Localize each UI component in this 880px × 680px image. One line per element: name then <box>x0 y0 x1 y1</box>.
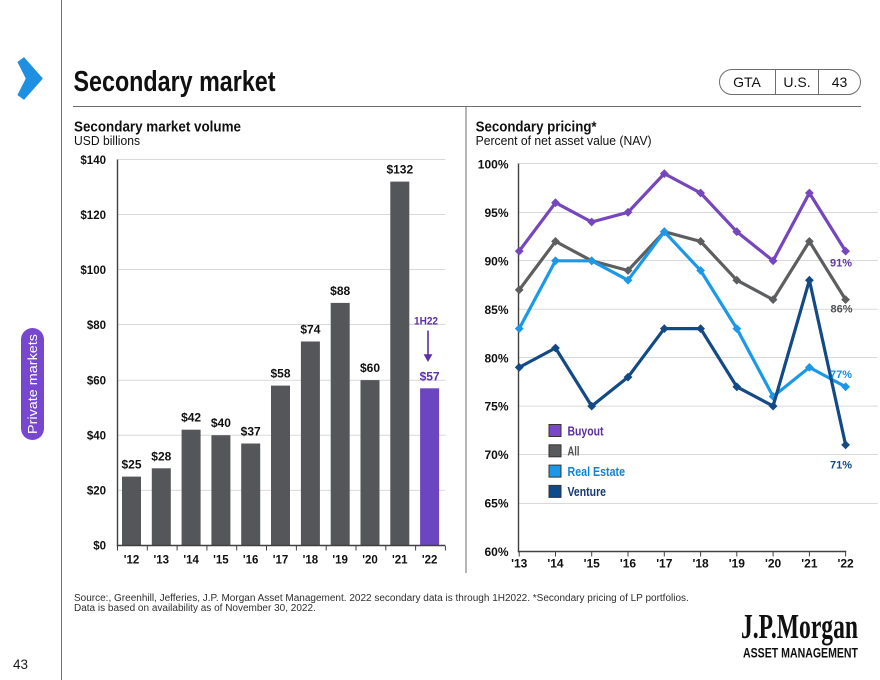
svg-text:'20: '20 <box>362 554 378 566</box>
svg-text:'20: '20 <box>765 556 782 570</box>
svg-text:43: 43 <box>832 74 848 90</box>
svg-text:70%: 70% <box>484 448 508 462</box>
svg-text:J.P.Morgan: J.P.Morgan <box>741 608 858 646</box>
svg-text:85%: 85% <box>484 303 508 317</box>
svg-text:77%: 77% <box>830 369 852 381</box>
svg-text:Private markets: Private markets <box>25 333 40 434</box>
svg-text:Secondary pricing*: Secondary pricing* <box>476 119 597 135</box>
svg-text:80%: 80% <box>484 351 508 365</box>
svg-text:USD billions: USD billions <box>74 133 140 148</box>
svg-text:43: 43 <box>13 657 28 672</box>
svg-text:'22: '22 <box>422 554 438 566</box>
svg-text:60%: 60% <box>484 545 508 559</box>
svg-text:'22: '22 <box>837 556 854 570</box>
svg-text:1H22: 1H22 <box>414 315 438 327</box>
svg-text:$0: $0 <box>93 541 106 553</box>
svg-text:'13: '13 <box>154 554 170 566</box>
svg-text:$40: $40 <box>211 416 231 430</box>
svg-text:'21: '21 <box>801 556 818 570</box>
svg-text:91%: 91% <box>830 257 852 269</box>
svg-text:$88: $88 <box>330 284 350 298</box>
svg-text:'17: '17 <box>273 554 289 566</box>
svg-text:$74: $74 <box>300 323 320 337</box>
svg-text:Venture: Venture <box>568 484 607 499</box>
svg-text:GTA: GTA <box>733 74 761 90</box>
svg-text:100%: 100% <box>478 158 509 172</box>
svg-text:Percent of net asset value (NA: Percent of net asset value (NAV) <box>476 133 652 148</box>
svg-text:$42: $42 <box>181 411 201 425</box>
svg-text:'15: '15 <box>584 556 601 570</box>
svg-text:$140: $140 <box>80 155 106 167</box>
svg-text:$120: $120 <box>80 210 106 222</box>
svg-text:All: All <box>568 444 580 459</box>
svg-text:$80: $80 <box>87 320 106 332</box>
svg-text:Secondary market volume: Secondary market volume <box>74 119 241 135</box>
svg-text:86%: 86% <box>830 304 852 316</box>
svg-text:Secondary market: Secondary market <box>74 66 276 98</box>
svg-text:Real Estate: Real Estate <box>568 464 626 479</box>
svg-text:Buyout: Buyout <box>568 423 605 438</box>
svg-text:75%: 75% <box>484 400 508 414</box>
svg-text:$57: $57 <box>420 369 440 383</box>
svg-text:'12: '12 <box>124 554 140 566</box>
svg-text:'19: '19 <box>729 556 746 570</box>
svg-text:$132: $132 <box>386 163 413 177</box>
svg-text:'13: '13 <box>511 556 528 570</box>
svg-text:ASSET MANAGEMENT: ASSET MANAGEMENT <box>743 645 858 661</box>
svg-text:$100: $100 <box>80 265 106 277</box>
svg-text:U.S.: U.S. <box>783 74 810 90</box>
svg-text:$20: $20 <box>87 486 106 498</box>
svg-text:$60: $60 <box>87 375 106 387</box>
svg-text:$28: $28 <box>151 449 171 463</box>
svg-text:'19: '19 <box>332 554 348 566</box>
svg-text:71%: 71% <box>830 460 852 472</box>
svg-text:'18: '18 <box>692 556 709 570</box>
svg-text:65%: 65% <box>484 497 508 511</box>
svg-text:95%: 95% <box>484 206 508 220</box>
svg-text:$58: $58 <box>270 367 290 381</box>
svg-text:'18: '18 <box>303 554 319 566</box>
svg-text:'14: '14 <box>183 554 199 566</box>
svg-text:'17: '17 <box>656 556 673 570</box>
svg-text:$60: $60 <box>360 361 380 375</box>
svg-text:$37: $37 <box>241 425 261 439</box>
svg-text:90%: 90% <box>484 254 508 268</box>
svg-text:'15: '15 <box>213 554 229 566</box>
svg-text:'21: '21 <box>392 554 408 566</box>
svg-text:$40: $40 <box>87 430 106 442</box>
svg-text:$25: $25 <box>121 458 141 472</box>
svg-text:'16: '16 <box>620 556 637 570</box>
svg-text:'16: '16 <box>243 554 259 566</box>
svg-text:'14: '14 <box>547 556 564 570</box>
